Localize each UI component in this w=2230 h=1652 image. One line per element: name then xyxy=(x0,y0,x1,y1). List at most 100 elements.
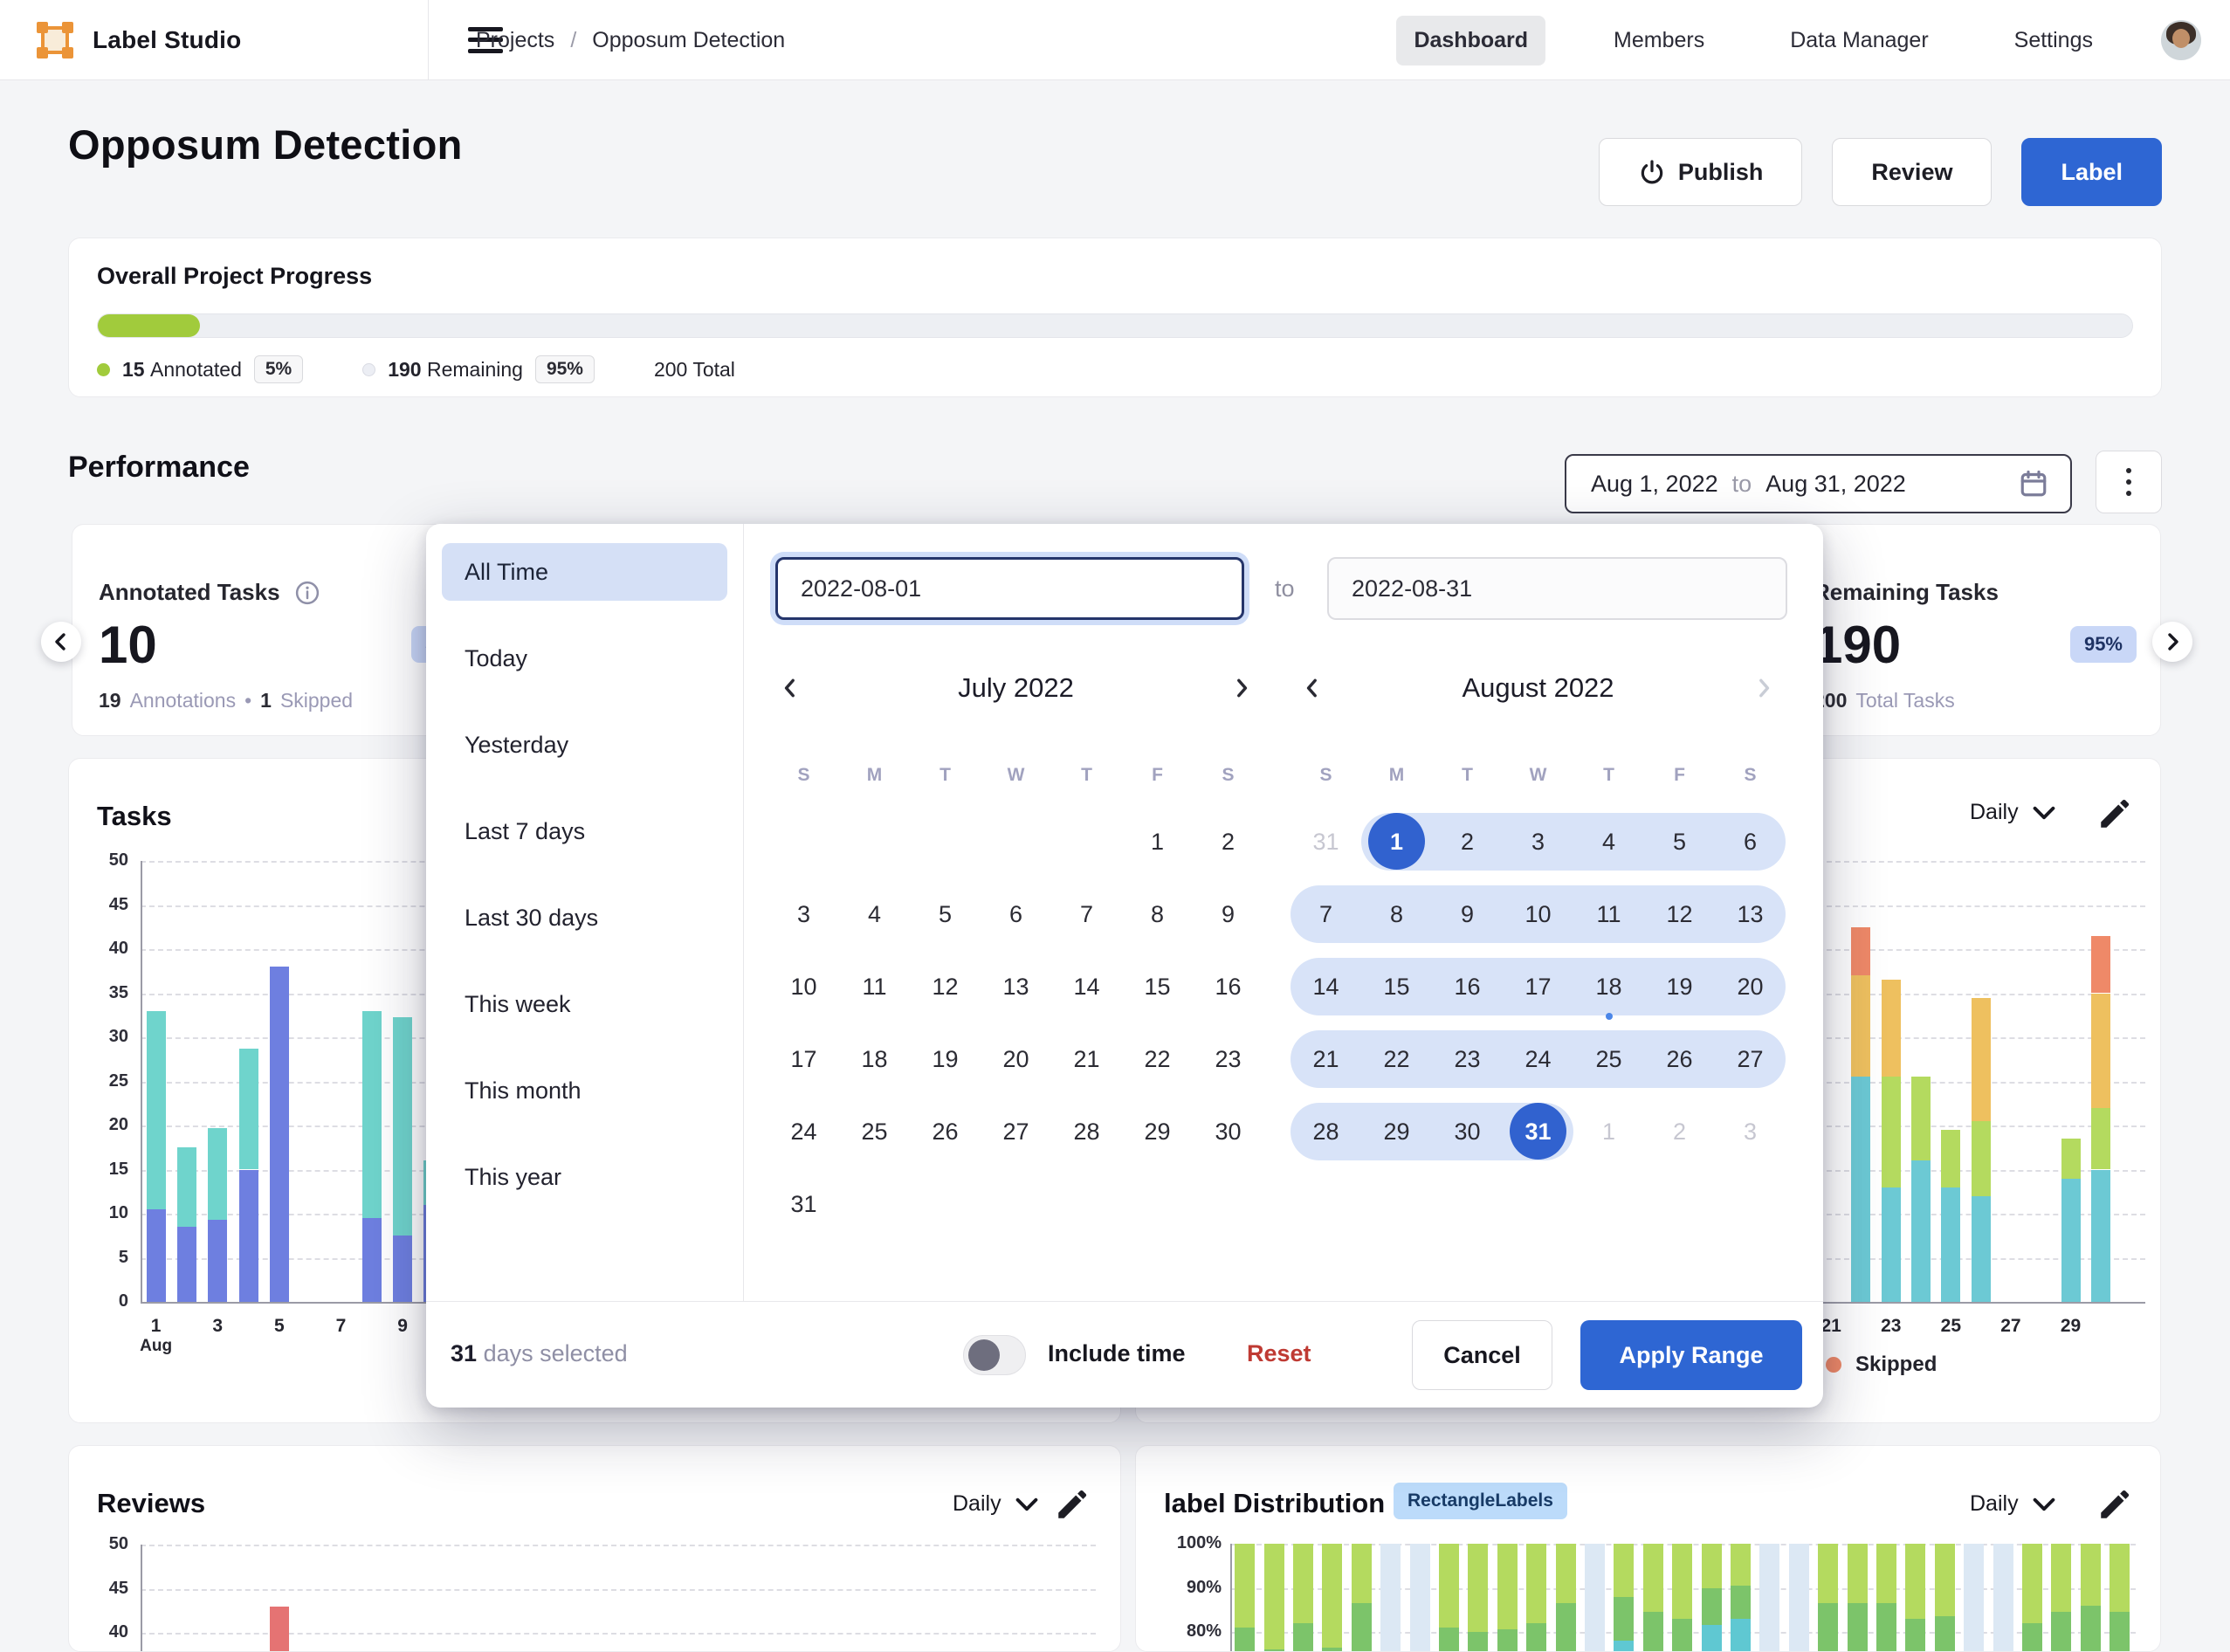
cancel-button[interactable]: Cancel xyxy=(1412,1320,1552,1390)
calendar-day[interactable]: 2 xyxy=(1193,806,1263,878)
preset-yesterday[interactable]: Yesterday xyxy=(442,716,727,774)
calendar-day[interactable]: 1 xyxy=(1122,806,1193,878)
calendar-day[interactable]: 31 xyxy=(1291,806,1361,878)
reviews-interval-dropdown[interactable]: Daily xyxy=(953,1491,1038,1517)
preset-this-month[interactable]: This month xyxy=(442,1062,727,1119)
calendar-day[interactable]: 3 xyxy=(768,878,839,951)
calendar-day[interactable]: 13 xyxy=(1715,878,1786,951)
calendar-day[interactable]: 2 xyxy=(1644,1096,1715,1168)
calendar-day[interactable]: 23 xyxy=(1193,1023,1263,1096)
calendar-day[interactable]: 29 xyxy=(1361,1096,1432,1168)
calendar-day[interactable]: 15 xyxy=(1122,951,1193,1023)
edit-chart-icon[interactable] xyxy=(1054,1486,1091,1523)
start-date-input[interactable]: 2022-08-01 xyxy=(775,557,1244,620)
calendar-day[interactable]: 12 xyxy=(1644,878,1715,951)
breadcrumb-projects[interactable]: Projects xyxy=(476,28,554,53)
calendar-day[interactable]: 22 xyxy=(1122,1023,1193,1096)
preset-this-year[interactable]: This year xyxy=(442,1148,727,1206)
calendar-day[interactable]: 13 xyxy=(981,951,1051,1023)
nav-item-settings[interactable]: Settings xyxy=(1997,16,2110,65)
calendar-day[interactable]: 17 xyxy=(768,1023,839,1096)
calendar-day[interactable]: 29 xyxy=(1122,1096,1193,1168)
include-time-toggle[interactable] xyxy=(963,1335,1026,1375)
calendar-day[interactable]: 10 xyxy=(1503,878,1573,951)
info-icon[interactable] xyxy=(294,580,320,606)
calendar-day[interactable]: 3 xyxy=(1503,806,1573,878)
calendar-day[interactable]: 1 xyxy=(1361,806,1432,878)
calendar-day[interactable]: 15 xyxy=(1361,951,1432,1023)
calendar-day[interactable]: 11 xyxy=(839,951,910,1023)
calendar-day[interactable]: 7 xyxy=(1051,878,1122,951)
calendar-day[interactable]: 24 xyxy=(768,1096,839,1168)
calendar-day[interactable]: 5 xyxy=(1644,806,1715,878)
user-avatar[interactable] xyxy=(2161,20,2201,60)
calendar-day[interactable]: 16 xyxy=(1193,951,1263,1023)
calendar-day[interactable]: 25 xyxy=(839,1096,910,1168)
preset-today[interactable]: Today xyxy=(442,630,727,687)
edit-chart-icon[interactable] xyxy=(2096,1486,2133,1523)
calendar-day[interactable]: 27 xyxy=(981,1096,1051,1168)
reset-button[interactable]: Reset xyxy=(1247,1340,1311,1367)
calendar-day[interactable]: 7 xyxy=(1291,878,1361,951)
distribution-interval-dropdown[interactable]: Daily xyxy=(1970,1491,2055,1517)
performance-more-button[interactable] xyxy=(2096,451,2162,513)
calendar-day[interactable]: 24 xyxy=(1503,1023,1573,1096)
calendar-day[interactable]: 2 xyxy=(1432,806,1503,878)
apply-range-button[interactable]: Apply Range xyxy=(1580,1320,1802,1390)
preset-this-week[interactable]: This week xyxy=(442,975,727,1033)
calendar-day[interactable]: 8 xyxy=(1122,878,1193,951)
calendar-day[interactable]: 6 xyxy=(981,878,1051,951)
calendar-day[interactable]: 9 xyxy=(1432,878,1503,951)
calendar-day[interactable]: 18 xyxy=(1573,951,1644,1023)
calendar-day[interactable]: 17 xyxy=(1503,951,1573,1023)
calendar-day[interactable]: 5 xyxy=(910,878,981,951)
nav-item-members[interactable]: Members xyxy=(1596,16,1722,65)
review-button[interactable]: Review xyxy=(1832,138,1992,206)
calendar-day[interactable]: 31 xyxy=(1503,1096,1573,1168)
date-range-control[interactable]: Aug 1, 2022 to Aug 31, 2022 xyxy=(1565,454,2072,513)
calendar-day[interactable]: 16 xyxy=(1432,951,1503,1023)
calendar-day[interactable]: 30 xyxy=(1432,1096,1503,1168)
calendar-day[interactable]: 4 xyxy=(1573,806,1644,878)
calendar-day[interactable]: 28 xyxy=(1051,1096,1122,1168)
calendar-day[interactable]: 20 xyxy=(981,1023,1051,1096)
preset-last-30-days[interactable]: Last 30 days xyxy=(442,889,727,946)
calendar-day[interactable]: 6 xyxy=(1715,806,1786,878)
calendar-day[interactable]: 18 xyxy=(839,1023,910,1096)
calendar-day[interactable]: 14 xyxy=(1291,951,1361,1023)
calendar-day[interactable]: 8 xyxy=(1361,878,1432,951)
calendar-day[interactable]: 1 xyxy=(1573,1096,1644,1168)
calendar-day[interactable]: 30 xyxy=(1193,1096,1263,1168)
nav-item-dashboard[interactable]: Dashboard xyxy=(1396,16,1545,65)
calendar-day[interactable]: 19 xyxy=(910,1023,981,1096)
preset-all-time[interactable]: All Time xyxy=(442,543,727,601)
calendar-day[interactable]: 28 xyxy=(1291,1096,1361,1168)
calendar-day[interactable]: 31 xyxy=(768,1168,839,1241)
calendar-day[interactable]: 20 xyxy=(1715,951,1786,1023)
annotations-interval-dropdown[interactable]: Daily xyxy=(1970,800,2055,825)
calendar-day[interactable]: 21 xyxy=(1291,1023,1361,1096)
calendar-july-next-icon[interactable] xyxy=(1220,667,1262,709)
calendar-day[interactable]: 26 xyxy=(1644,1023,1715,1096)
calendar-day[interactable]: 4 xyxy=(839,878,910,951)
end-date-input[interactable]: 2022-08-31 xyxy=(1327,557,1787,620)
calendar-day[interactable]: 23 xyxy=(1432,1023,1503,1096)
edit-chart-icon[interactable] xyxy=(2096,795,2133,832)
calendar-day[interactable]: 19 xyxy=(1644,951,1715,1023)
cards-prev-button[interactable] xyxy=(41,622,81,662)
nav-item-data-manager[interactable]: Data Manager xyxy=(1772,16,1945,65)
calendar-day[interactable]: 21 xyxy=(1051,1023,1122,1096)
calendar-day[interactable]: 10 xyxy=(768,951,839,1023)
calendar-day[interactable]: 3 xyxy=(1715,1096,1786,1168)
calendar-day[interactable]: 22 xyxy=(1361,1023,1432,1096)
calendar-day[interactable]: 12 xyxy=(910,951,981,1023)
calendar-day[interactable]: 27 xyxy=(1715,1023,1786,1096)
cards-next-button[interactable] xyxy=(2152,622,2192,662)
label-button[interactable]: Label xyxy=(2021,138,2162,206)
preset-last-7-days[interactable]: Last 7 days xyxy=(442,802,727,860)
calendar-day[interactable]: 9 xyxy=(1193,878,1263,951)
calendar-day[interactable]: 14 xyxy=(1051,951,1122,1023)
calendar-day[interactable]: 25 xyxy=(1573,1023,1644,1096)
calendar-day[interactable]: 26 xyxy=(910,1096,981,1168)
calendar-day[interactable]: 11 xyxy=(1573,878,1644,951)
